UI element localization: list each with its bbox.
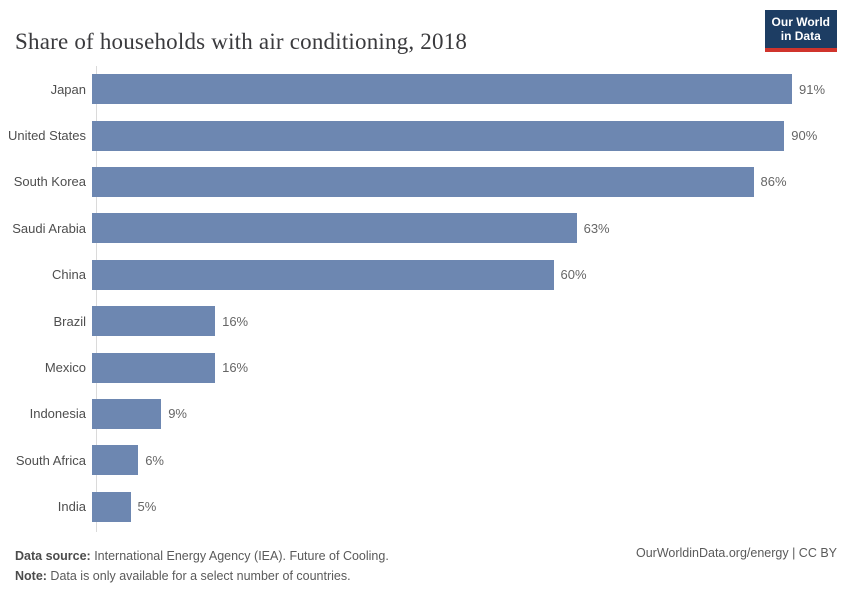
bar[interactable]	[92, 398, 162, 429]
chart-footer: Data source: International Energy Agency…	[15, 546, 835, 586]
value-label: 9%	[168, 406, 187, 422]
value-label: 5%	[137, 499, 157, 515]
source-line: Data source: International Energy Agency…	[15, 546, 835, 566]
note-line: Note: Data is only available for a selec…	[15, 566, 835, 586]
bar-row: Indonesia 9%	[0, 391, 850, 437]
country-label: Indonesia	[29, 406, 86, 422]
bar[interactable]	[92, 352, 216, 383]
bar[interactable]	[92, 259, 554, 290]
bar-row: South Korea 86%	[0, 159, 850, 205]
footer-attribution: OurWorldinData.org/energy | CC BY	[635, 546, 837, 560]
owid-logo-line2: in Data	[780, 29, 821, 44]
country-label: Japan	[50, 81, 86, 97]
value-label: 16%	[222, 360, 249, 376]
source-text: International Energy Agency (IEA). Futur…	[90, 549, 389, 563]
bar[interactable]	[92, 74, 792, 105]
note-label: Note:	[15, 569, 47, 583]
y-axis-line	[96, 66, 97, 532]
bar[interactable]	[92, 120, 785, 151]
bar-row: India 5%	[0, 484, 850, 530]
value-label: 86%	[760, 174, 787, 190]
country-label: Saudi Arabia	[12, 220, 86, 236]
chart-rows: Japan 91% United States 90% South Korea 86% Sa…	[0, 66, 850, 530]
country-label: Brazil	[53, 313, 86, 329]
bar-row: United States 90%	[0, 112, 850, 158]
source-label: Data source:	[15, 549, 91, 563]
owid-logo: Our World in Data	[764, 10, 837, 52]
page-title: Share of households with air conditionin…	[15, 29, 468, 55]
bar[interactable]	[92, 445, 139, 476]
bar-row: China 60%	[0, 252, 850, 298]
note-text: Data is only available for a select numb…	[46, 569, 351, 583]
bar-row: Mexico 16%	[0, 344, 850, 390]
value-label: 60%	[560, 267, 587, 283]
bar-row: Japan 91%	[0, 66, 850, 112]
owid-logo-line1: Our World	[771, 15, 830, 29]
bar[interactable]	[92, 213, 577, 244]
bar-row: South Africa 6%	[0, 437, 850, 483]
bar-chart: Japan 91% United States 90% South Korea 86% Sa…	[0, 66, 850, 532]
value-label: 90%	[791, 128, 818, 144]
country-label: Mexico	[44, 360, 86, 376]
country-label: South Africa	[15, 452, 86, 468]
bar[interactable]	[92, 491, 131, 522]
value-label: 16%	[222, 313, 249, 329]
country-label: China	[52, 267, 86, 283]
value-label: 6%	[145, 452, 164, 468]
bar-row: Saudi Arabia 63%	[0, 205, 850, 251]
country-label: South Korea	[13, 174, 86, 190]
country-label: United States	[7, 128, 86, 144]
bar[interactable]	[92, 166, 754, 197]
bar-row: Brazil 16%	[0, 298, 850, 344]
country-label: India	[57, 499, 86, 515]
value-label: 91%	[799, 81, 826, 97]
value-label: 63%	[583, 220, 610, 236]
bar[interactable]	[92, 306, 216, 337]
